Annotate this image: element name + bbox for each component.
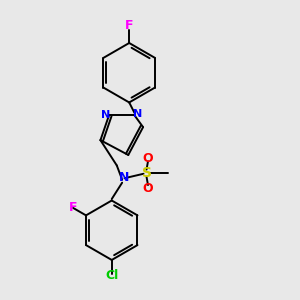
Text: F: F (69, 201, 77, 214)
Text: N: N (118, 171, 129, 184)
Text: O: O (143, 182, 153, 194)
Text: F: F (125, 19, 134, 32)
Text: Cl: Cl (105, 269, 119, 282)
Text: S: S (142, 166, 152, 180)
Text: O: O (143, 152, 153, 165)
Text: N: N (134, 109, 143, 119)
Text: N: N (101, 110, 110, 120)
